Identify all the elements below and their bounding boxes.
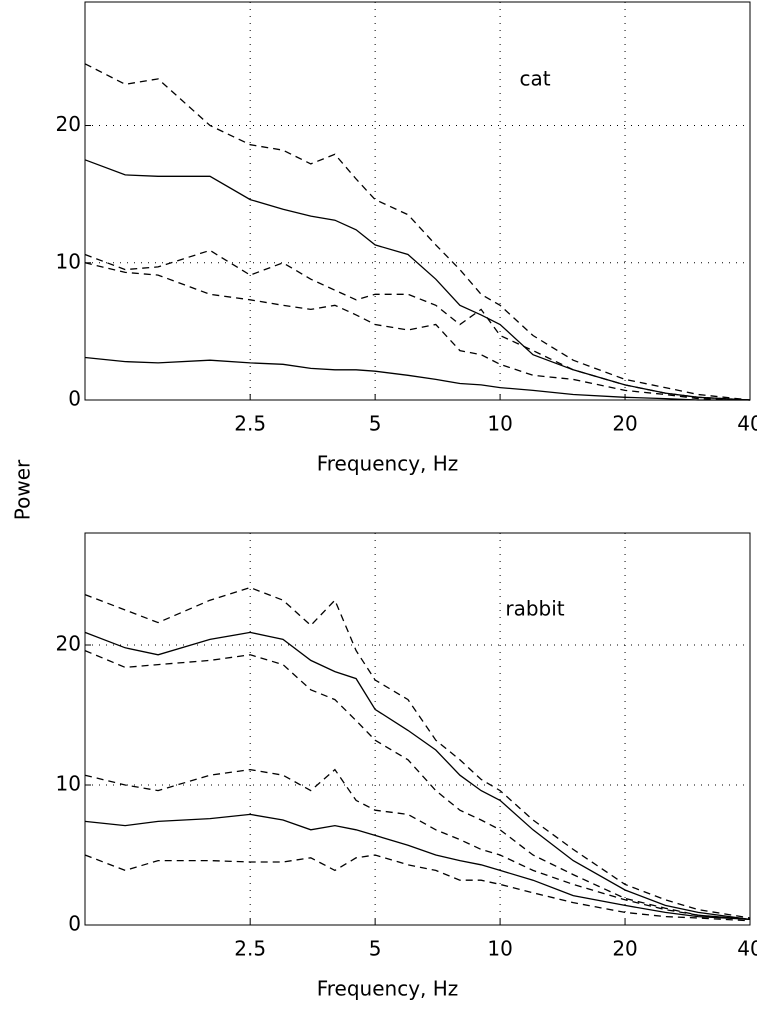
series-line [84,249,751,401]
x-tick-label: 20 [612,937,637,961]
x-tick-label: 2.5 [234,412,266,436]
series-line [84,631,751,921]
x-axis-label: Frequency, Hz [317,452,459,476]
series-line [84,768,751,921]
y-tick-label: 10 [56,249,81,273]
y-tick-label: 0 [68,387,81,411]
series-line [84,650,751,921]
series-line [84,813,751,921]
series-line [84,159,751,401]
x-tick-label: 5 [369,937,382,961]
x-tick-label: 2.5 [234,937,266,961]
series-line [84,262,751,401]
x-axis-label: Frequency, Hz [317,977,459,1001]
y-tick-label: 20 [56,632,81,656]
y-axis-label: Power [11,459,35,520]
plot-frame [84,532,751,926]
annotation: rabbit [505,597,564,621]
x-tick-label: 40 [737,937,757,961]
series-line [84,586,751,919]
series-line [84,63,751,401]
x-tick-label: 20 [612,412,637,436]
x-tick-label: 10 [487,937,512,961]
y-tick-label: 10 [56,772,81,796]
series-line [84,854,751,922]
x-tick-label: 40 [737,412,757,436]
x-tick-label: 10 [487,412,512,436]
x-tick-label: 5 [369,412,382,436]
annotation: cat [519,67,550,91]
y-tick-label: 0 [68,912,81,936]
y-tick-label: 20 [56,112,81,136]
plot-frame [84,1,751,401]
series-line [84,356,750,401]
